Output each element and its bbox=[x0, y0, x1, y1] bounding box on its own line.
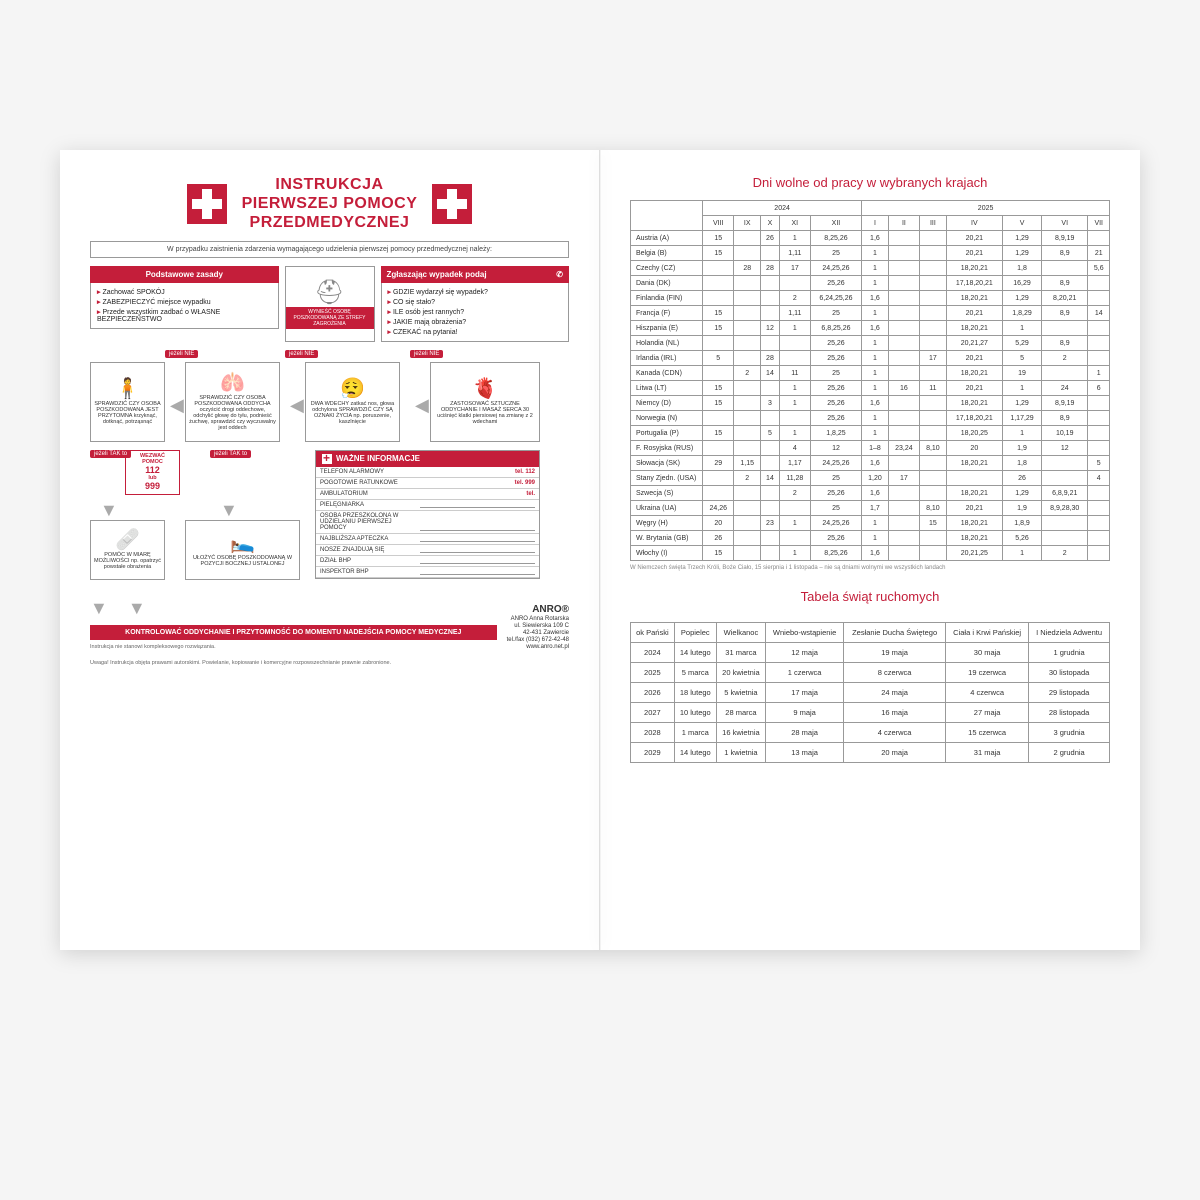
table-row: Austria (A)152618,25,261,620,211,298,9,1… bbox=[631, 231, 1110, 246]
table-row: F. Rosyjska (RUS)4121–823,248,10201,912 bbox=[631, 441, 1110, 456]
table-row: 202914 lutego1 kwietnia13 maja20 maja31 … bbox=[631, 743, 1110, 763]
table-row: Czechy (CZ)28281724,25,26118,20,211,85,6 bbox=[631, 261, 1110, 276]
table-footnote: W Niemczech święta Trzech Króli, Boże Ci… bbox=[630, 565, 1110, 571]
call-help-box: WEZWAĆ POMOC 112 lub 999 bbox=[125, 450, 180, 495]
table-row: Irlandia (IRL)52825,2611720,2152 bbox=[631, 351, 1110, 366]
publisher-info: ANRO® ANRO Anna Rotarska ul. Siewierska … bbox=[507, 604, 569, 652]
intro-text: W przypadku zaistnienia zdarzenia wymaga… bbox=[90, 241, 569, 258]
table-row: Francja (F)151,1125120,211,8,298,914 bbox=[631, 306, 1110, 321]
table-row: Ukraina (UA)24,26251,78,1020,211,98,9,28… bbox=[631, 501, 1110, 516]
table-row: Holandia (NL)25,26120,21,275,298,9 bbox=[631, 336, 1110, 351]
table-row: 20281 marca16 kwietnia28 maja4 czerwca15… bbox=[631, 723, 1110, 743]
rules-box: Podstawowe zasady Zachować SPOKÓJZABEZPI… bbox=[90, 266, 279, 342]
table-row: Stany Zjedn. (USA)21411,28251,2017264 bbox=[631, 471, 1110, 486]
table-row: Kanada (CDN)2141125118,20,21191 bbox=[631, 366, 1110, 381]
report-box: Zgłaszając wypadek podaj✆ GDZIE wydarzył… bbox=[381, 266, 570, 342]
holidays-table: 20242025 VIIIIXXXIXIIIIIIIIIVVVIVII Aust… bbox=[630, 200, 1110, 561]
flowchart: jeżeli NIE jeżeli NIE jeżeli NIE ◀ ◀ ◀ 🧍… bbox=[90, 350, 569, 590]
medical-cross-icon bbox=[187, 184, 227, 224]
rules-header: Podstawowe zasady bbox=[90, 266, 279, 283]
table-row: Szwecja (S)225,261,618,20,211,296,8,9,21 bbox=[631, 486, 1110, 501]
table-row: 202710 lutego28 marca9 maja16 maja27 maj… bbox=[631, 703, 1110, 723]
table-row: 202414 lutego31 marca12 maja19 maja30 ma… bbox=[631, 643, 1110, 663]
page-title: INSTRUKCJA PIERWSZEJ POMOCY PRZEDMEDYCZN… bbox=[242, 175, 418, 233]
table-row: Niemcy (D)153125,261,618,20,211,298,9,19 bbox=[631, 396, 1110, 411]
holidays-table-title: Dni wolne od pracy w wybranych krajach bbox=[630, 175, 1110, 190]
open-book: INSTRUKCJA PIERWSZEJ POMOCY PRZEDMEDYCZN… bbox=[60, 150, 1140, 950]
table-row: Belgia (B)151,1125120,211,298,921 bbox=[631, 246, 1110, 261]
phone-icon: ✆ bbox=[556, 270, 563, 279]
table-row: Norwegia (N)25,26117,18,20,211,17,298,9 bbox=[631, 411, 1110, 426]
table-row: Litwa (LT)15125,261161120,211246 bbox=[631, 381, 1110, 396]
table-row: 202618 lutego5 kwietnia17 maja24 maja4 c… bbox=[631, 683, 1110, 703]
table-row: Hiszpania (E)151216,8,25,261,618,20,211 bbox=[631, 321, 1110, 336]
movable-holidays-table: ok PańskiPopielecWielkanocWniebo-wstąpie… bbox=[630, 622, 1110, 763]
right-page: Dni wolne od pracy w wybranych krajach 2… bbox=[600, 150, 1140, 950]
table-row: 20255 marca20 kwietnia1 czerwca8 czerwca… bbox=[631, 663, 1110, 683]
bottom-instruction: KONTROLOWAĆ ODDYCHANIE I PRZYTOMNOŚĆ DO … bbox=[90, 625, 497, 640]
plus-icon bbox=[322, 454, 332, 464]
important-info-box: WAŻNE INFORMACJE TELEFON ALARMOWYtel. 11… bbox=[315, 450, 540, 579]
carry-illustration: ⛑ WYNIEŚĆ OSOBĘ POSZKODOWANĄ ZE STREFY Z… bbox=[285, 266, 375, 342]
movable-holidays-title: Tabela świąt ruchomych bbox=[630, 589, 1110, 604]
book-spine bbox=[600, 150, 601, 950]
table-row: Finlandia (FIN)26,24,25,261,618,20,211,2… bbox=[631, 291, 1110, 306]
table-row: Dania (DK)25,26117,18,20,2116,298,9 bbox=[631, 276, 1110, 291]
left-page: INSTRUKCJA PIERWSZEJ POMOCY PRZEDMEDYCZN… bbox=[60, 150, 600, 950]
medical-cross-icon bbox=[432, 184, 472, 224]
table-row: W. Brytania (GB)2625,26118,20,215,26 bbox=[631, 531, 1110, 546]
table-row: Węgry (H)2023124,25,2611518,20,211,8,9 bbox=[631, 516, 1110, 531]
table-row: Portugalia (P)15511,8,25118,20,25110,19 bbox=[631, 426, 1110, 441]
table-row: Włochy (I)1518,25,261,620,21,2512 bbox=[631, 546, 1110, 561]
table-row: Słowacja (SK)291,151,1724,25,261,618,20,… bbox=[631, 456, 1110, 471]
